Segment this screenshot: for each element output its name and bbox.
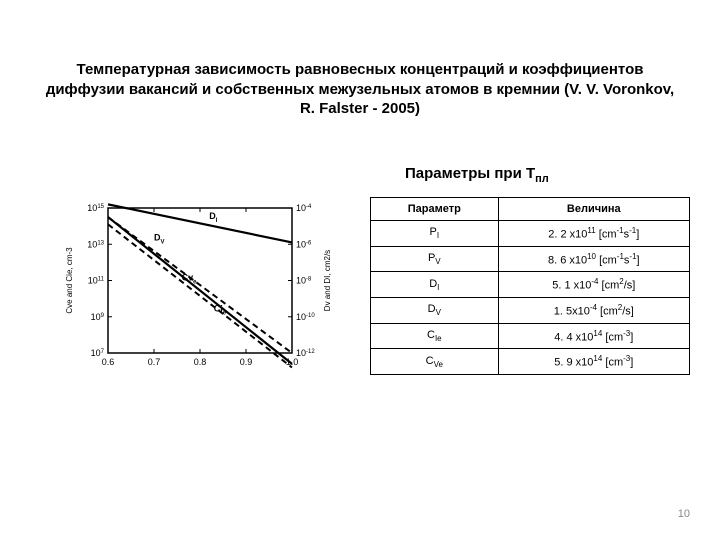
param-cell: DV — [371, 297, 499, 323]
param-cell: DI — [371, 272, 499, 298]
param-cell: CVe — [371, 349, 499, 375]
svg-text:DI: DI — [209, 211, 218, 224]
params-table-wrap: Параметр Величина PI2. 2 x1011 [cm-1s-1]… — [370, 197, 690, 375]
svg-text:10-4: 10-4 — [296, 203, 312, 213]
svg-text:0.7: 0.7 — [148, 357, 161, 367]
svg-text:1011: 1011 — [88, 276, 105, 286]
params-subtitle: Параметры при Тпл — [405, 165, 549, 185]
param-cell: CIe — [371, 323, 499, 349]
page-title: Температурная зависимость равновесных ко… — [0, 0, 720, 129]
svg-text:0.8: 0.8 — [194, 357, 207, 367]
diffusion-chart: 0.60.70.80.91.010710910111013101510-1210… — [60, 200, 340, 375]
col-param: Параметр — [371, 198, 499, 221]
svg-text:Dv and DI, cm2/s: Dv and DI, cm2/s — [323, 250, 332, 311]
table-row: PI2. 2 x1011 [cm-1s-1] — [371, 221, 690, 247]
svg-text:10-8: 10-8 — [296, 276, 312, 286]
table-row: CVe5. 9 x1014 [cm-3] — [371, 349, 690, 375]
svg-text:DV: DV — [154, 233, 165, 246]
svg-text:Cie: Cie — [214, 303, 227, 316]
table-header-row: Параметр Величина — [371, 198, 690, 221]
table-row: DV1. 5x10-4 [cm2/s] — [371, 297, 690, 323]
svg-text:109: 109 — [91, 312, 105, 322]
col-value: Величина — [498, 198, 689, 221]
value-cell: 1. 5x10-4 [cm2/s] — [498, 297, 689, 323]
svg-text:10-10: 10-10 — [296, 312, 315, 322]
value-cell: 5. 9 x1014 [cm-3] — [498, 349, 689, 375]
value-cell: 2. 2 x1011 [cm-1s-1] — [498, 221, 689, 247]
table-row: PV8. 6 x1010 [cm-1s-1] — [371, 246, 690, 272]
svg-text:10-6: 10-6 — [296, 239, 312, 249]
svg-text:1013: 1013 — [87, 239, 104, 249]
param-cell: PI — [371, 221, 499, 247]
value-cell: 4. 4 x1014 [cm-3] — [498, 323, 689, 349]
params-table: Параметр Величина PI2. 2 x1011 [cm-1s-1]… — [370, 197, 690, 375]
table-row: CIe4. 4 x1014 [cm-3] — [371, 323, 690, 349]
value-cell: 8. 6 x1010 [cm-1s-1] — [498, 246, 689, 272]
svg-text:0.9: 0.9 — [240, 357, 253, 367]
svg-text:0.6: 0.6 — [102, 357, 115, 367]
svg-text:10-12: 10-12 — [296, 348, 315, 358]
svg-text:1.0: 1.0 — [286, 357, 299, 367]
value-cell: 5. 1 x10-4 [cm2/s] — [498, 272, 689, 298]
subtitle-text: Параметры при Т — [405, 165, 535, 182]
svg-text:Cve: Cve — [182, 273, 198, 286]
svg-text:Cve and Cie, cm-3: Cve and Cie, cm-3 — [65, 247, 74, 314]
subtitle-sub: пл — [535, 173, 549, 185]
param-cell: PV — [371, 246, 499, 272]
page-number: 10 — [678, 508, 690, 520]
table-row: DI5. 1 x10-4 [cm2/s] — [371, 272, 690, 298]
svg-text:1015: 1015 — [87, 203, 104, 213]
